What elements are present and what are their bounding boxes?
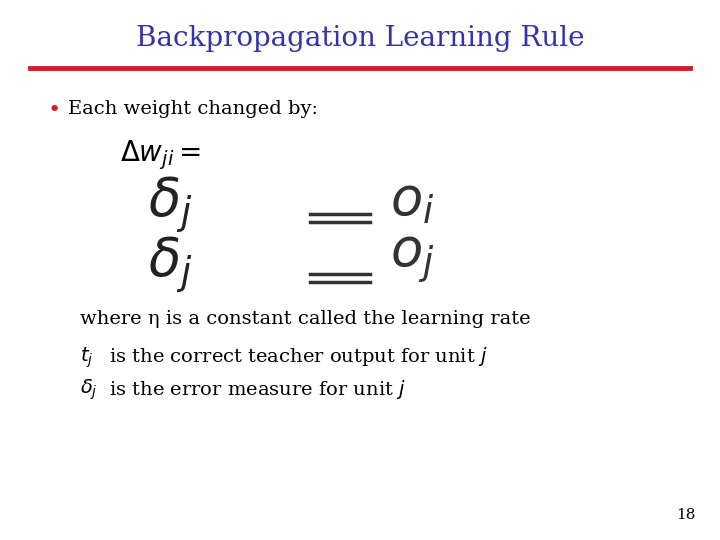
Text: Each weight changed by:: Each weight changed by:	[68, 100, 318, 118]
Text: $\Delta w_{ji} =$: $\Delta w_{ji} =$	[120, 138, 201, 172]
Text: $t_j$: $t_j$	[80, 345, 94, 369]
Text: $o_j$: $o_j$	[390, 235, 434, 286]
Text: where η is a constant called the learning rate: where η is a constant called the learnin…	[80, 310, 531, 328]
Text: $\delta_j$: $\delta_j$	[148, 235, 192, 296]
Text: $\delta_j$: $\delta_j$	[80, 378, 98, 402]
Text: Backpropagation Learning Rule: Backpropagation Learning Rule	[136, 24, 584, 51]
Text: •: •	[48, 100, 61, 120]
Text: 18: 18	[675, 508, 695, 522]
Text: is the correct teacher output for unit $j$: is the correct teacher output for unit $…	[103, 345, 487, 368]
Text: $o_i$: $o_i$	[390, 175, 434, 226]
Text: $\delta_j$: $\delta_j$	[148, 175, 192, 236]
Text: is the error measure for unit $j$: is the error measure for unit $j$	[103, 378, 406, 401]
